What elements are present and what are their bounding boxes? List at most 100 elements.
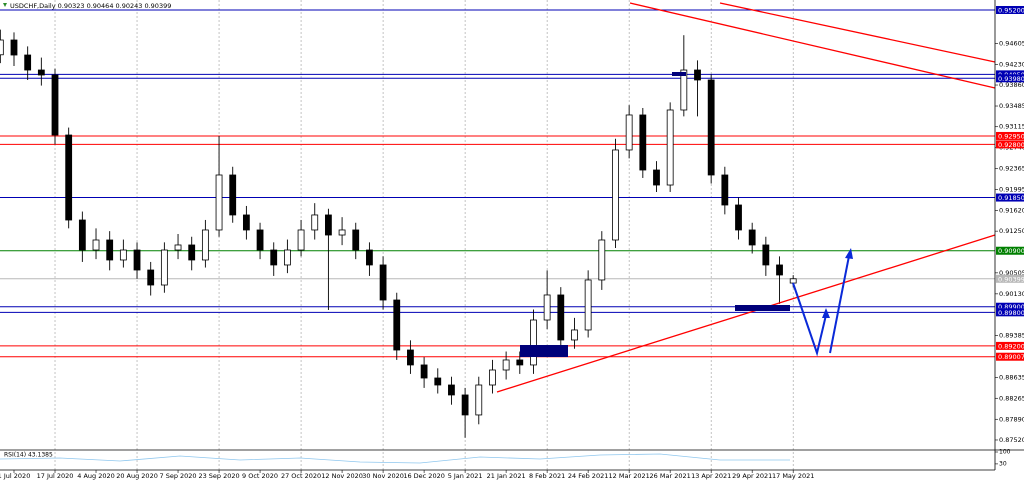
candle-body (776, 264, 783, 276)
y-tick-label: 0.87520 (999, 436, 1024, 444)
y-tick-label: 0.90505 (999, 269, 1024, 277)
level-box (996, 352, 1024, 361)
candle-body (393, 299, 401, 351)
candle-body (147, 269, 155, 286)
level-box (996, 140, 1024, 149)
candle-body (78, 219, 86, 251)
y-tick-label: 0.93860 (999, 81, 1024, 89)
candle-body (407, 349, 414, 366)
y-tick-label: 0.91620 (999, 206, 1024, 214)
y-tick-label: 0.88635 (999, 374, 1024, 382)
y-tick-label: 0.94605 (999, 39, 1024, 47)
x-tick-label: 29 Apr 2021 (732, 472, 772, 480)
level-box (996, 193, 1024, 202)
candle-body (297, 229, 305, 251)
y-tick-label: 0.93115 (999, 123, 1024, 131)
trend-line (496, 234, 996, 393)
x-tick-label: 17 May 2021 (772, 472, 814, 480)
rsi-line (0, 453, 790, 464)
arrow-head (822, 308, 830, 318)
indicator-tick-label: 30 (999, 460, 1007, 467)
candle-body (612, 149, 619, 241)
candle-body (106, 239, 114, 261)
level-box (996, 74, 1024, 83)
x-tick-label: 4 Aug 2020 (77, 472, 115, 480)
candle-body (762, 244, 770, 266)
projection-arrow (829, 255, 850, 354)
level-box (996, 131, 1024, 140)
y-tick-label: 0.89385 (999, 332, 1024, 340)
candle-body (352, 229, 360, 251)
level-label: 0.90900 (998, 247, 1024, 255)
level-box (996, 341, 1024, 350)
candle-body (598, 239, 606, 281)
candle-body (215, 174, 223, 231)
x-tick-label: 21 Jan 2021 (487, 472, 526, 480)
x-tick-label: 24 Feb 2021 (568, 472, 608, 480)
x-tick-label: 17 Jul 2020 (37, 472, 74, 480)
chart-icon (3, 3, 7, 7)
chart-title: USDCHF,Daily 0.90323 0.90464 0.90243 0.9… (10, 2, 171, 10)
y-tick-label: 0.91995 (999, 185, 1024, 193)
level-box (996, 5, 1024, 14)
candle-body (242, 214, 250, 231)
zone (520, 345, 568, 357)
level-label: 0.92800 (998, 141, 1024, 149)
level-box (996, 302, 1024, 311)
candle-body (461, 394, 469, 416)
candle-body (721, 174, 729, 206)
x-tick-label: 26 Mar 2021 (650, 472, 691, 480)
x-tick-label: 27 Oct 2020 (281, 472, 321, 480)
x-tick-label: 9 Oct 2020 (242, 472, 278, 480)
level-label: 0.89800 (998, 309, 1024, 317)
y-tick-label: 0.92365 (999, 165, 1024, 173)
drawings (496, 2, 996, 393)
candle-body (229, 174, 237, 216)
x-tick-label: 23 Sep 2020 (198, 472, 239, 480)
candle-body (65, 134, 73, 221)
level-label: 0.89200 (998, 342, 1024, 350)
level-label: 0.90399 (998, 275, 1024, 283)
x-tick-label: 12 Nov 2020 (321, 472, 363, 480)
level-box (996, 246, 1024, 255)
x-tick-label: 13 Apr 2021 (691, 472, 731, 480)
x-tick-label: 8 Feb 2021 (529, 472, 565, 480)
candle-body (530, 319, 537, 366)
y-tick-label: 0.87890 (999, 415, 1024, 423)
candle-body (10, 39, 18, 56)
candle-body (475, 384, 483, 416)
candle-body (625, 114, 633, 151)
candle-body (0, 39, 4, 56)
candle-body (24, 54, 32, 71)
x-tick-label: 16 Dec 2020 (403, 472, 445, 480)
candle-body (694, 69, 701, 81)
candle-body (119, 249, 127, 261)
candle-body (571, 329, 578, 341)
candle-body (37, 69, 45, 76)
level-label: 0.91850 (998, 194, 1024, 202)
trend-line (629, 2, 996, 89)
candle-body (448, 384, 455, 396)
candle-body (270, 249, 278, 266)
x-tick-label: 20 Aug 2020 (116, 472, 158, 480)
candle-body (543, 294, 551, 321)
level-label: 0.93980 (998, 75, 1024, 83)
candle-body (420, 364, 428, 379)
y-tick-label: 0.88265 (999, 394, 1024, 402)
zone (672, 72, 686, 76)
candle-body (188, 244, 196, 261)
level-label: 0.89900 (998, 303, 1024, 311)
candle-body (516, 359, 524, 366)
level-label: 0.95200 (998, 6, 1024, 14)
candle-body (653, 169, 660, 186)
levels (0, 9, 995, 358)
candle-body (92, 239, 100, 251)
y-tick-label: 0.93485 (999, 102, 1024, 110)
y-tick-label: 0.94230 (999, 60, 1024, 68)
candle-body (311, 214, 319, 231)
x-tick-label: 30 Nov 2020 (362, 472, 404, 480)
y-tick-label: 0.91250 (999, 227, 1024, 235)
x-tick-label: 7 Sep 2020 (160, 472, 197, 480)
